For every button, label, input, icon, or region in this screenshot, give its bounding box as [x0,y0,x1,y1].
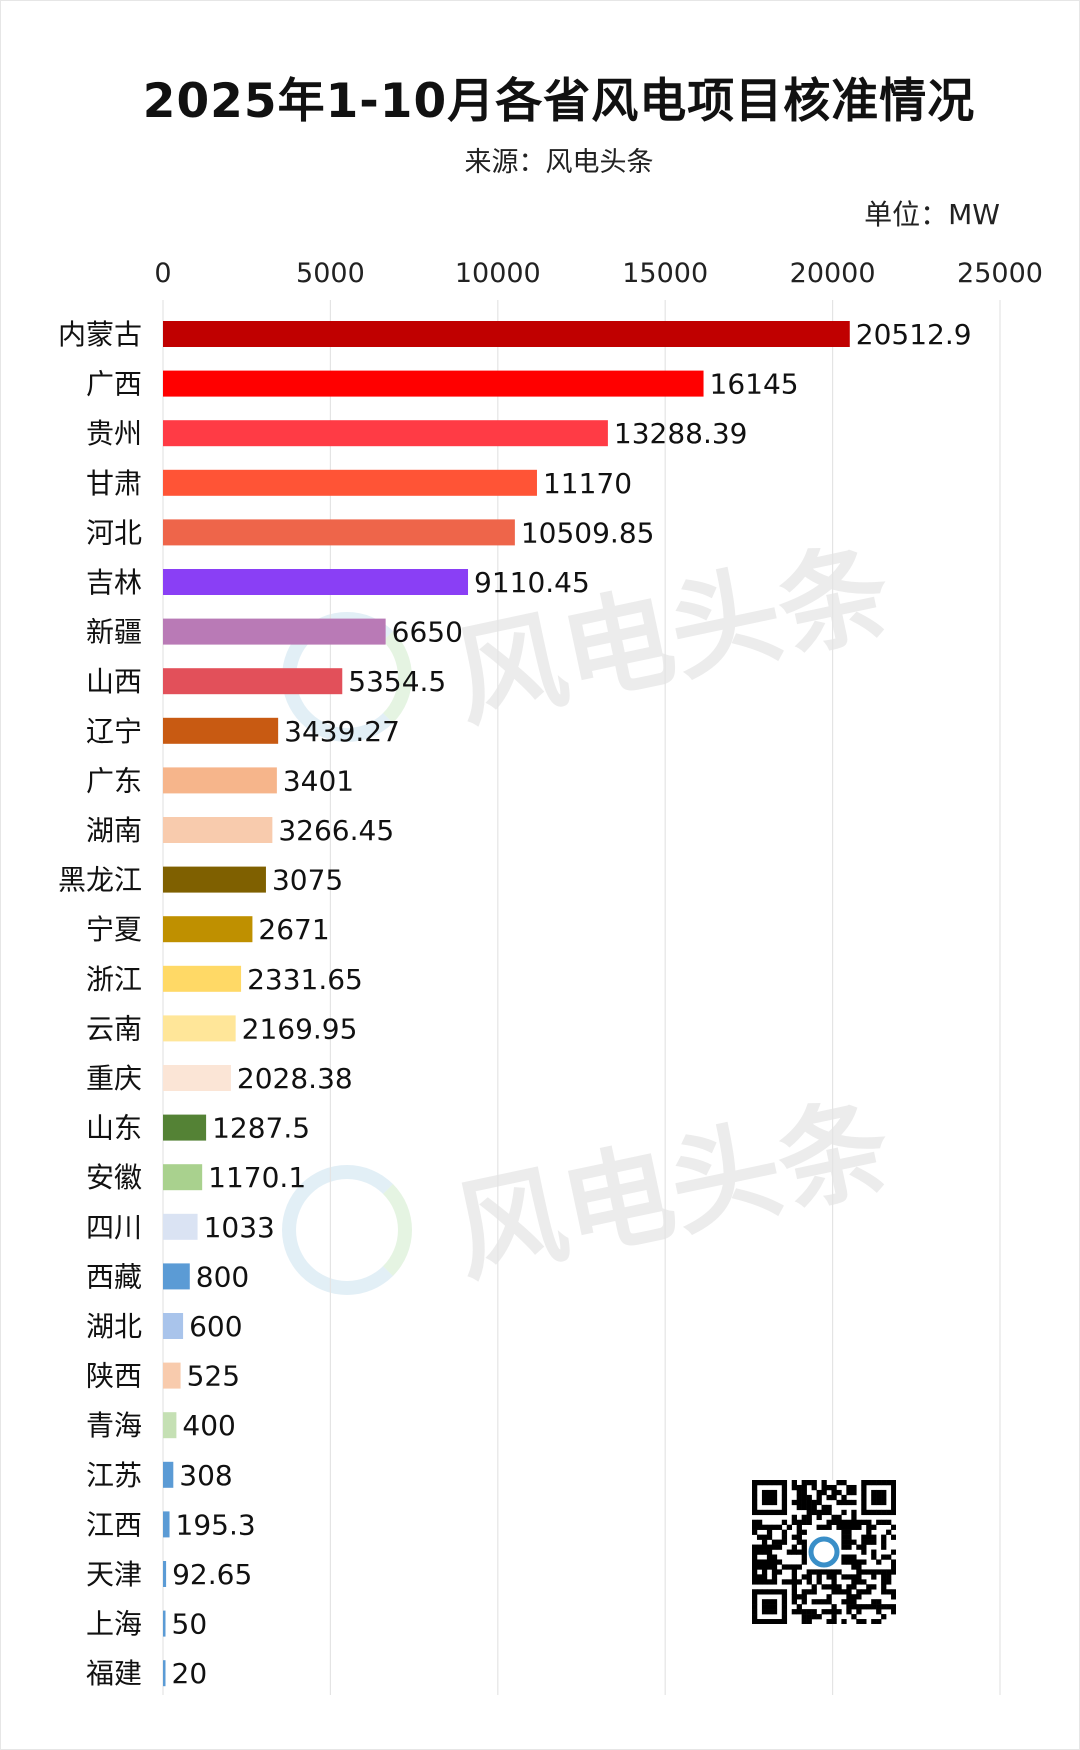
bar [163,1114,207,1141]
value-label: 10509.85 [521,516,655,549]
bar [163,916,253,943]
bar [163,717,279,744]
chart-subtitle: 来源：风电头条 [464,147,654,178]
category-label: 天津 [86,1558,142,1591]
category-label: 上海 [86,1608,142,1641]
bar [163,1313,184,1339]
value-label: 1033 [204,1211,275,1244]
value-label: 3401 [283,764,354,797]
bar [163,767,277,794]
category-label: 湖南 [86,814,142,847]
category-label: 黑龙江 [58,864,142,897]
bar [163,1660,166,1687]
value-label: 13288.39 [614,417,748,450]
value-label: 1170.1 [208,1161,306,1194]
bar [163,1213,198,1240]
value-label: 2028.38 [237,1062,353,1095]
category-label: 云南 [86,1012,142,1045]
bar [163,420,608,447]
bar [163,817,273,843]
value-label: 3439.27 [284,715,400,748]
bar [163,1561,167,1587]
value-label: 400 [182,1409,235,1442]
category-label: 广西 [86,368,142,401]
value-label: 2671 [258,913,329,946]
bar [163,668,343,695]
bar [163,1015,236,1042]
value-label: 2331.65 [247,963,363,996]
category-label: 甘肃 [86,467,142,500]
category-labels: 内蒙古广西贵州甘肃河北吉林新疆山西辽宁广东湖南黑龙江宁夏浙江云南重庆山东安徽四川… [58,318,142,1690]
x-tick-label: 5000 [296,258,365,289]
bar [163,1263,190,1290]
qr-code-icon [752,1480,897,1625]
bar [163,1461,174,1488]
value-label: 20 [172,1657,208,1690]
category-label: 山东 [86,1112,142,1145]
value-label: 195.3 [176,1508,256,1541]
category-label: 宁夏 [86,913,142,946]
value-label: 600 [189,1310,242,1343]
value-label: 3075 [272,864,343,897]
value-label: 3266.45 [278,814,394,847]
category-label: 广东 [86,764,142,797]
bar [163,1610,166,1637]
chart-title: 2025年1-10月各省风电项目核准情况 [142,74,976,129]
value-label: 50 [172,1608,208,1641]
unit-label: 单位：MW [864,198,1000,231]
value-label: 5354.5 [348,665,446,698]
value-labels: 20512.9 16145 13288.39 11170 10509.85 9110.45… [172,318,972,1690]
category-label: 浙江 [86,963,142,996]
bar [163,370,704,397]
category-label: 西藏 [86,1260,142,1293]
category-label: 安徽 [86,1161,142,1194]
bar [163,519,515,546]
category-label: 贵州 [86,417,142,450]
bar [163,1065,231,1091]
bar [163,1164,203,1191]
value-label: 308 [179,1459,232,1492]
value-label: 525 [187,1360,240,1393]
value-label: 800 [196,1260,249,1293]
bar [163,569,469,595]
category-label: 重庆 [86,1062,142,1095]
category-label: 陕西 [86,1360,142,1393]
bar [163,1511,170,1538]
bar [163,1362,181,1389]
category-label: 吉林 [86,566,142,599]
x-tick-label: 10000 [455,258,541,289]
bar [163,866,266,893]
value-label: 1287.5 [212,1112,310,1145]
x-tick-label: 25000 [957,258,1043,289]
category-label: 江苏 [86,1459,142,1492]
value-label: 2169.95 [242,1012,358,1045]
value-label: 16145 [710,368,799,401]
category-label: 河北 [86,516,142,549]
category-label: 湖北 [86,1310,142,1343]
value-label: 20512.9 [856,318,972,351]
x-tick-label: 15000 [622,258,708,289]
category-label: 青海 [86,1409,142,1442]
category-label: 山西 [86,665,142,698]
x-tick-label: 20000 [790,258,876,289]
bar [163,965,242,992]
category-label: 福建 [86,1657,142,1690]
bar [163,618,386,645]
value-label: 92.65 [172,1558,252,1591]
category-label: 四川 [86,1211,142,1244]
value-label: 11170 [543,467,632,500]
category-label: 新疆 [86,616,142,649]
value-label: 9110.45 [474,566,590,599]
bars [163,321,850,1687]
bar [163,321,850,347]
bar [163,1412,177,1439]
category-label: 辽宁 [86,715,142,748]
category-label: 江西 [86,1508,142,1541]
x-axis-ticks: 0 5000 10000 15000 20000 25000 [154,258,1043,289]
x-tick-label: 0 [154,258,171,289]
category-label: 内蒙古 [58,318,142,351]
value-label: 6650 [392,616,463,649]
bar [163,469,537,496]
